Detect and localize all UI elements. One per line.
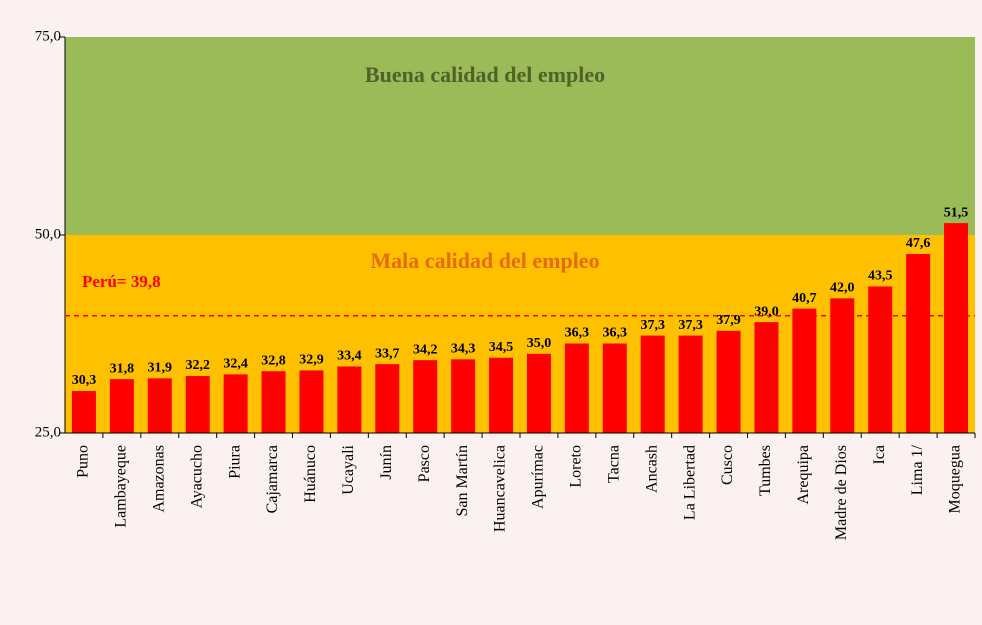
x-tick-label: Moquegua — [947, 445, 964, 513]
bar — [299, 370, 324, 433]
value-label: 34,5 — [489, 340, 514, 355]
bar — [564, 343, 589, 433]
bar — [223, 374, 248, 433]
x-tick-label: Amazonas — [150, 445, 167, 513]
value-label: 31,8 — [110, 361, 135, 376]
bar — [526, 353, 551, 433]
x-tick-label: Tacna — [605, 445, 622, 483]
bar — [754, 322, 779, 433]
y-tick-label: 25,0 — [35, 424, 61, 440]
x-tick-label: San Martín — [454, 445, 471, 517]
value-label: 32,4 — [223, 357, 248, 372]
value-label: 36,3 — [603, 326, 628, 341]
value-label: 37,3 — [640, 318, 665, 333]
value-label: 31,9 — [148, 361, 173, 376]
bar — [185, 375, 210, 433]
value-label: 33,7 — [375, 346, 400, 361]
x-tick-label: La Libertad — [681, 445, 698, 520]
x-tick-label: Cajamarca — [264, 445, 281, 513]
x-tick-label: Apurímac — [530, 445, 547, 509]
band-label: Buena calidad del empleo — [365, 62, 605, 87]
x-tick-label: Ayacucho — [188, 445, 205, 508]
value-label: 36,3 — [565, 326, 590, 341]
x-tick-label: Ucayali — [340, 444, 357, 494]
x-tick-label: Madre de Dios — [833, 445, 850, 540]
quality-band — [65, 235, 975, 433]
x-tick-label: Ancash — [643, 445, 660, 493]
value-label: 40,7 — [792, 291, 817, 306]
bar — [830, 298, 855, 433]
value-label: 51,5 — [944, 205, 969, 220]
value-label: 34,3 — [451, 342, 476, 357]
bar — [337, 366, 362, 433]
bar — [413, 360, 438, 433]
y-tick-label: 75,0 — [35, 28, 61, 44]
reference-label: Perú= 39,8 — [82, 272, 161, 291]
value-label: 35,0 — [527, 336, 552, 351]
value-label: 32,2 — [185, 358, 210, 373]
x-tick-label: Huancavelica — [492, 445, 509, 532]
x-tick-label: Lambayeque — [113, 445, 130, 528]
value-label: 32,8 — [261, 353, 286, 368]
value-label: 43,5 — [868, 269, 893, 284]
bar — [868, 286, 893, 433]
x-tick-label: Huánuco — [302, 445, 319, 503]
bar — [678, 335, 703, 433]
value-label: 32,9 — [299, 353, 324, 368]
value-label: 47,6 — [906, 236, 931, 251]
y-tick-label: 50,0 — [35, 226, 61, 242]
bar — [71, 391, 96, 433]
value-label: 33,4 — [337, 349, 362, 364]
bar — [944, 223, 969, 433]
x-tick-label: Ica — [871, 445, 888, 465]
band-label: Mala calidad del empleo — [370, 248, 599, 273]
bar — [109, 379, 134, 433]
bar — [375, 364, 400, 433]
x-tick-label: Junín — [378, 445, 395, 480]
value-label: 34,2 — [413, 342, 438, 357]
x-tick-label: Loreto — [568, 445, 585, 488]
bar — [147, 378, 172, 433]
bar — [451, 359, 476, 433]
bar — [489, 357, 514, 433]
bar — [640, 335, 665, 433]
bar — [261, 371, 286, 433]
value-label: 39,0 — [754, 304, 779, 319]
quality-band — [65, 37, 975, 235]
x-tick-label: Piura — [226, 445, 243, 479]
x-tick-label: Arequipa — [795, 445, 812, 505]
x-tick-label: Pasco — [416, 445, 433, 482]
value-label: 37,9 — [716, 313, 741, 328]
bar — [792, 308, 817, 433]
value-label: 30,3 — [72, 373, 97, 388]
bar — [602, 343, 627, 433]
x-tick-label: Tumbes — [757, 445, 774, 496]
bar — [716, 330, 741, 433]
x-tick-label: Puno — [75, 445, 92, 478]
x-tick-label: Cusco — [719, 445, 736, 485]
x-tick-label: Lima 1/ — [909, 444, 926, 495]
value-label: 42,0 — [830, 281, 855, 296]
bar — [906, 254, 931, 433]
value-label: 37,3 — [678, 318, 703, 333]
